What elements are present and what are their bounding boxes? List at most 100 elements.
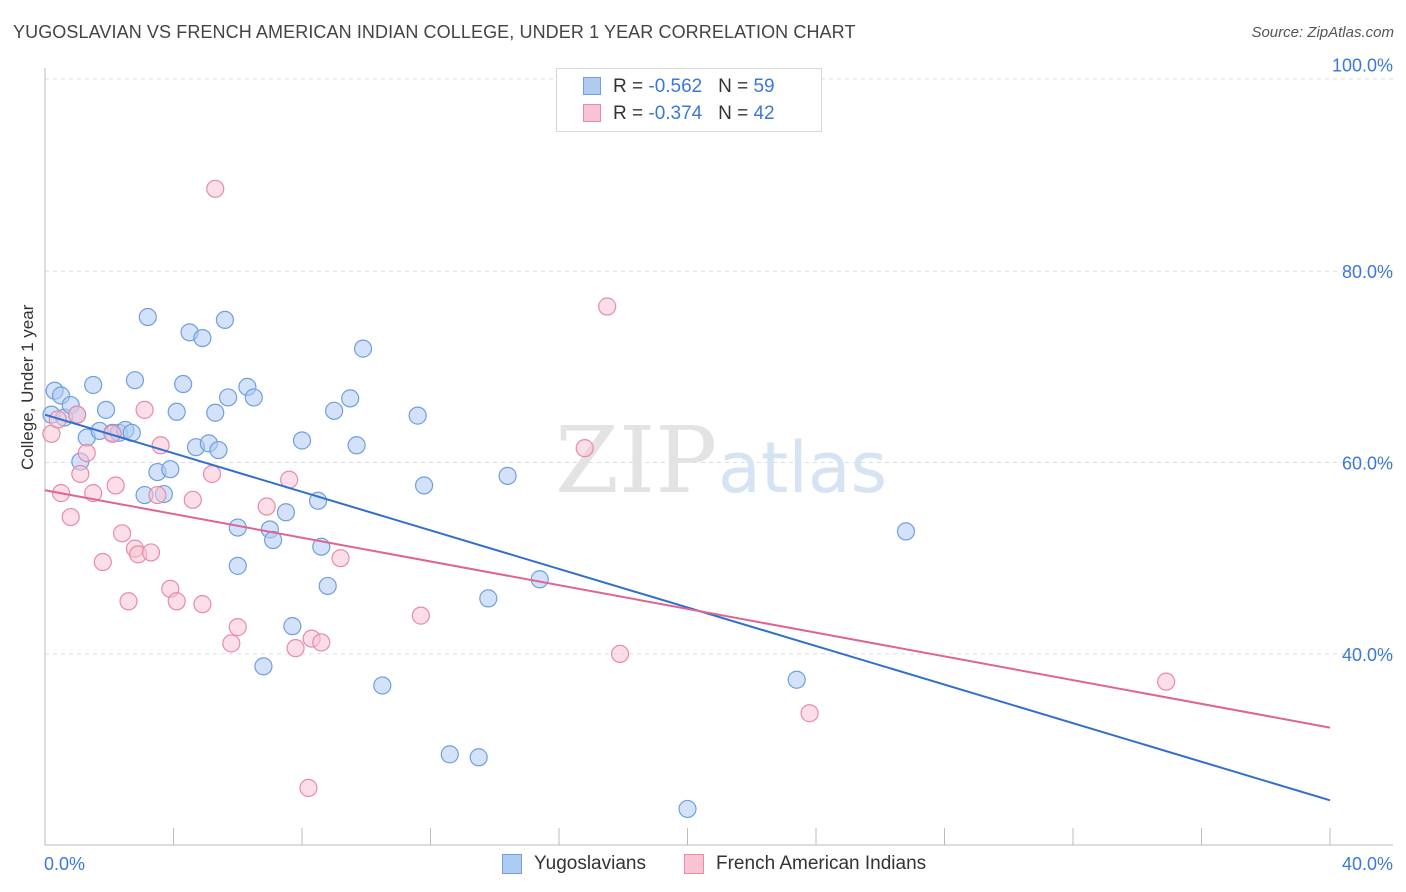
legend-n-label: N = — [718, 76, 754, 97]
pink-swatch-icon — [684, 854, 704, 874]
blue-swatch-icon — [583, 77, 601, 95]
yugoslavian-point — [96, 400, 116, 419]
series-name: French American Indians — [716, 853, 927, 874]
yugoslavian-point — [353, 339, 373, 358]
yugoslavian-point — [244, 388, 263, 407]
french-american-indian-point — [77, 443, 96, 463]
yugoslavian-point — [414, 476, 434, 495]
french-american-indian-point — [71, 464, 90, 484]
yugoslavian-point — [283, 617, 302, 636]
yugoslavian-point — [787, 670, 806, 689]
french-american-indian-point — [193, 595, 212, 614]
french-american-indian-point — [331, 549, 350, 568]
french-american-indian-point — [575, 439, 594, 458]
yugoslavian-point — [479, 589, 498, 608]
yugoslavian-point — [167, 402, 186, 421]
french-american-indian-point — [1157, 672, 1176, 691]
axes — [44, 68, 1393, 846]
legend-r-value: -0.562 — [648, 76, 703, 97]
yugoslavian-point — [276, 503, 296, 522]
french-american-indian-point — [228, 618, 247, 637]
yugoslavian-point — [341, 389, 360, 408]
yugoslavian-point — [498, 466, 517, 485]
french-american-indian-point — [610, 644, 630, 664]
yugoslavian-point — [896, 522, 916, 541]
french-american-indian-point — [68, 405, 87, 424]
yugoslavian-point — [408, 406, 427, 425]
x-tick-label: 40.0% — [1342, 854, 1393, 874]
yugoslavian-point — [373, 676, 392, 695]
yugoslavian-point — [292, 431, 312, 450]
french-american-indian-point — [93, 552, 112, 572]
french-american-indian-point — [167, 592, 186, 611]
french-american-indian-point — [112, 524, 132, 543]
legend-r-label: R = — [613, 103, 649, 124]
yugoslavian-point — [469, 748, 488, 767]
yugoslavian-point — [318, 576, 337, 596]
yugoslavian-point — [254, 657, 273, 676]
legend-n-value: 59 — [753, 76, 775, 97]
french-american-indian-point — [312, 633, 331, 652]
french-american-indian-point — [106, 476, 125, 495]
watermark: ZIP atlas — [555, 407, 887, 514]
french-american-indian-point — [119, 592, 138, 611]
series-name: Yugoslavians — [534, 853, 646, 874]
yugoslavian-point — [206, 403, 225, 422]
french-american-indian-point — [103, 424, 122, 443]
yugoslavian-point — [219, 388, 238, 407]
yugoslavian-point — [678, 799, 697, 819]
watermark-atlas: atlas — [718, 427, 887, 509]
tick-labels: 40.0% 60.0% 80.0% 100.0% 0.0% 40.0% — [44, 56, 1393, 874]
yugoslavian-point — [308, 491, 328, 510]
trend-lines — [44, 413, 1331, 802]
french-american-indian-point — [257, 497, 276, 516]
yugoslavian-trend-line — [44, 413, 1331, 802]
yugoslavian-point — [440, 745, 459, 764]
blue-swatch-icon — [502, 854, 522, 874]
french-american-indian-point — [222, 634, 241, 653]
yugoslavian-point — [209, 440, 228, 460]
yugoslavian-point — [138, 307, 157, 327]
legend-r-value: -0.374 — [648, 103, 703, 124]
yugoslavian-point — [215, 310, 234, 330]
yugoslavian-point — [530, 570, 549, 589]
yugoslavian-point — [228, 556, 247, 575]
data-points — [42, 179, 1176, 819]
french-american-indian-trend-line — [44, 489, 1331, 729]
french-american-indian-point — [206, 179, 225, 198]
y-tick-label: 60.0% — [1342, 454, 1393, 474]
french-american-indian-point — [141, 543, 161, 562]
french-american-indian-point — [135, 400, 154, 419]
watermark-zip: ZIP — [555, 407, 717, 514]
legend-n-value: 42 — [753, 103, 775, 124]
french-american-indian-point — [202, 464, 222, 484]
y-tick-label: 40.0% — [1342, 645, 1393, 665]
gridlines — [45, 78, 1393, 655]
y-tick-label: 80.0% — [1342, 262, 1393, 282]
yugoslavian-point — [125, 371, 145, 390]
y-tick-label: 100.0% — [1332, 56, 1393, 76]
french-american-indian-point — [299, 778, 318, 797]
legend-r-label: R = — [613, 76, 649, 97]
french-american-indian-point — [151, 436, 170, 455]
french-american-indian-point — [286, 639, 305, 658]
pink-swatch-icon — [583, 104, 601, 122]
legend-n-label: N = — [718, 103, 754, 124]
correlation-legend: R = -0.562 N = 59 R = -0.374 N = 42 — [556, 68, 822, 132]
french-american-indian-point — [800, 704, 819, 723]
french-american-indian-point — [598, 297, 617, 316]
yugoslavian-point — [161, 460, 180, 479]
french-american-indian-point — [148, 485, 167, 505]
yugoslavian-point — [347, 436, 366, 455]
yugoslavian-point — [174, 374, 193, 394]
french-american-indian-point — [183, 490, 202, 509]
french-american-indian-point — [61, 507, 80, 527]
y-axis-label: College, Under 1 year — [18, 304, 37, 470]
x-tick-label: 0.0% — [44, 854, 85, 874]
chart-title: YUGOSLAVIAN VS FRENCH AMERICAN INDIAN CO… — [13, 22, 856, 42]
yugoslavian-point — [193, 328, 212, 348]
chart-source: Source: ZipAtlas.com — [1251, 24, 1394, 41]
yugoslavian-point — [84, 375, 103, 395]
french-american-indian-point — [411, 606, 430, 625]
